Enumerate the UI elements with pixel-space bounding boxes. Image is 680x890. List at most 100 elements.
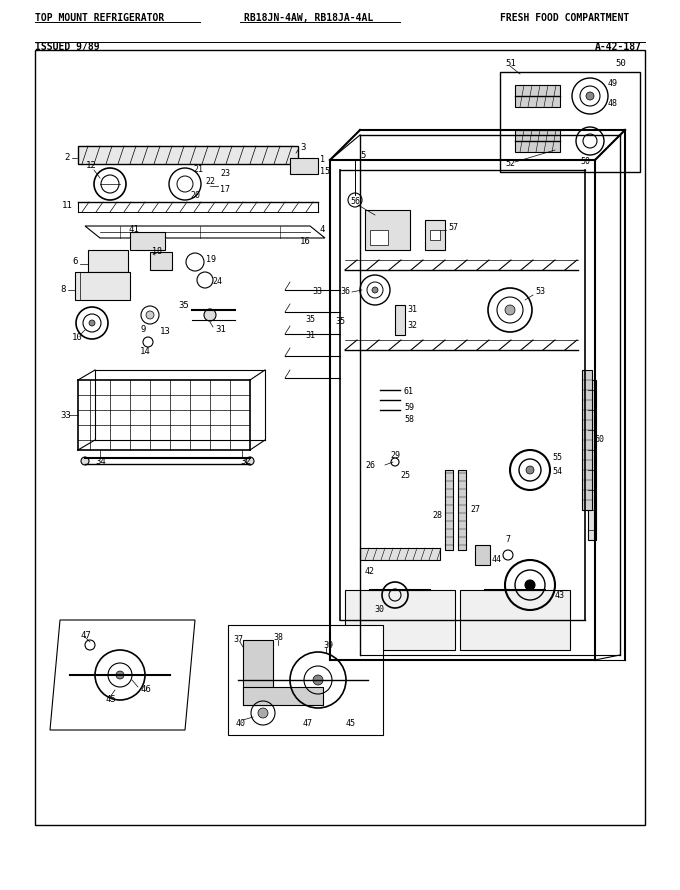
Text: 19: 19 bbox=[206, 255, 216, 264]
Text: 41: 41 bbox=[128, 225, 139, 234]
Circle shape bbox=[116, 671, 124, 679]
Bar bbox=[75, 272, 130, 300]
Text: 31: 31 bbox=[407, 305, 417, 314]
Text: 25: 25 bbox=[400, 471, 410, 480]
Text: 53: 53 bbox=[535, 287, 545, 296]
Circle shape bbox=[313, 675, 323, 685]
Text: 39: 39 bbox=[323, 641, 333, 650]
Text: 22: 22 bbox=[205, 177, 215, 187]
Circle shape bbox=[258, 708, 268, 718]
Text: 56: 56 bbox=[350, 198, 360, 206]
Text: 51: 51 bbox=[505, 60, 515, 69]
Text: 24: 24 bbox=[212, 278, 222, 287]
Bar bbox=[430, 230, 440, 240]
Text: 35: 35 bbox=[178, 301, 189, 310]
Text: 8: 8 bbox=[60, 286, 65, 295]
Text: 49: 49 bbox=[608, 79, 618, 88]
Text: 54: 54 bbox=[552, 467, 562, 476]
Bar bbox=[360, 548, 440, 560]
Text: 45: 45 bbox=[346, 718, 356, 727]
Text: 50: 50 bbox=[580, 158, 590, 166]
Bar bbox=[228, 625, 383, 735]
Text: 2: 2 bbox=[64, 153, 69, 163]
Text: 10: 10 bbox=[72, 334, 83, 343]
Text: 46: 46 bbox=[140, 685, 151, 694]
Circle shape bbox=[372, 287, 378, 293]
Bar bbox=[88, 250, 128, 272]
Text: 21: 21 bbox=[193, 166, 203, 174]
Bar bbox=[370, 230, 388, 245]
Circle shape bbox=[146, 311, 154, 319]
Text: 1: 1 bbox=[320, 156, 325, 165]
Text: 61: 61 bbox=[404, 387, 414, 397]
Text: 40: 40 bbox=[236, 718, 246, 727]
Bar bbox=[365, 210, 410, 250]
Bar bbox=[515, 85, 560, 107]
Text: 11: 11 bbox=[62, 201, 73, 211]
Text: TOP MOUNT REFRIGERATOR: TOP MOUNT REFRIGERATOR bbox=[35, 13, 165, 23]
Text: 33: 33 bbox=[312, 287, 322, 296]
Text: ISSUED 9/89: ISSUED 9/89 bbox=[35, 42, 100, 52]
Text: 36: 36 bbox=[340, 287, 350, 296]
Bar bbox=[345, 590, 455, 650]
Bar bbox=[150, 252, 172, 270]
Bar bbox=[500, 72, 640, 172]
Text: 4: 4 bbox=[320, 225, 325, 234]
Text: 14: 14 bbox=[140, 347, 151, 357]
Text: 37: 37 bbox=[233, 635, 243, 644]
Text: 34: 34 bbox=[95, 457, 106, 466]
Text: 50: 50 bbox=[615, 60, 626, 69]
Bar bbox=[243, 687, 323, 705]
Bar bbox=[78, 146, 298, 164]
Text: 33: 33 bbox=[60, 410, 71, 419]
Text: 44: 44 bbox=[492, 555, 502, 564]
Bar bbox=[475, 545, 490, 565]
Text: 15: 15 bbox=[320, 167, 330, 176]
Bar bbox=[395, 305, 405, 335]
Bar bbox=[130, 232, 165, 250]
Text: 3: 3 bbox=[300, 143, 305, 152]
Bar bbox=[290, 158, 318, 174]
Circle shape bbox=[89, 320, 95, 326]
Text: 16: 16 bbox=[300, 238, 311, 247]
Circle shape bbox=[505, 305, 515, 315]
Text: 28: 28 bbox=[432, 511, 442, 520]
Text: 58: 58 bbox=[404, 416, 414, 425]
Text: 38: 38 bbox=[273, 634, 283, 643]
Circle shape bbox=[204, 309, 216, 321]
Text: 29: 29 bbox=[390, 450, 400, 459]
Text: 17: 17 bbox=[220, 185, 230, 195]
Text: RB18JN-4AW, RB18JA-4AL: RB18JN-4AW, RB18JA-4AL bbox=[244, 13, 373, 23]
Bar bbox=[425, 220, 445, 250]
Bar bbox=[458, 470, 466, 550]
Bar bbox=[460, 590, 570, 650]
Text: 23: 23 bbox=[220, 169, 230, 179]
Circle shape bbox=[246, 457, 254, 465]
Bar bbox=[588, 380, 596, 540]
Bar bbox=[515, 130, 560, 152]
Text: 5: 5 bbox=[360, 150, 365, 159]
Text: 20: 20 bbox=[190, 191, 200, 200]
Text: 45: 45 bbox=[105, 695, 116, 705]
Text: 42: 42 bbox=[365, 568, 375, 577]
Text: FRESH FOOD COMPARTMENT: FRESH FOOD COMPARTMENT bbox=[500, 13, 629, 23]
Text: 35: 35 bbox=[335, 318, 345, 327]
Text: 6: 6 bbox=[72, 257, 78, 266]
Text: 13: 13 bbox=[160, 328, 171, 336]
Text: 27: 27 bbox=[470, 506, 480, 514]
Bar bbox=[582, 370, 592, 510]
Text: 32: 32 bbox=[407, 320, 417, 329]
Text: 60: 60 bbox=[595, 435, 605, 444]
Text: 7: 7 bbox=[505, 536, 510, 545]
Text: A-42-187: A-42-187 bbox=[595, 42, 642, 52]
Circle shape bbox=[525, 580, 535, 590]
Bar bbox=[35, 50, 645, 825]
Circle shape bbox=[81, 457, 89, 465]
Text: 47: 47 bbox=[303, 718, 313, 727]
Text: 12: 12 bbox=[86, 161, 97, 171]
Text: 18: 18 bbox=[152, 247, 162, 256]
Text: 32: 32 bbox=[240, 457, 251, 466]
Text: 30: 30 bbox=[374, 605, 384, 614]
Text: 55: 55 bbox=[552, 454, 562, 463]
Text: 31: 31 bbox=[215, 326, 226, 335]
